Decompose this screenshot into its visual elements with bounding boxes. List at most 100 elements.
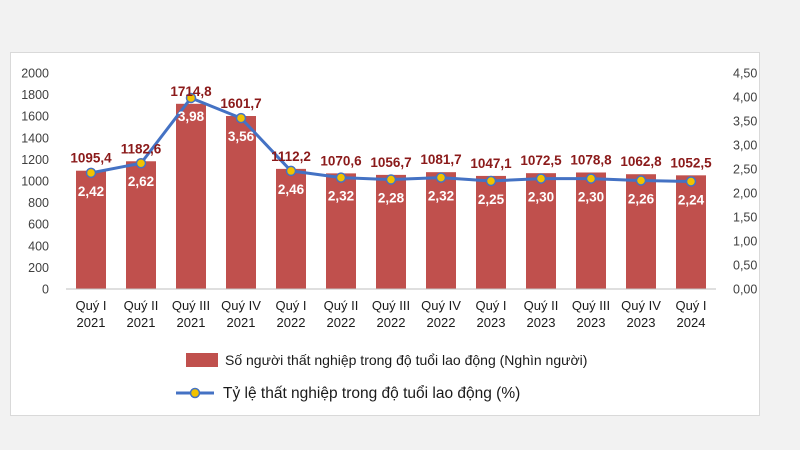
x-tick-label-quarter: Quý IV [421,298,461,313]
bar [126,161,156,289]
line-value-label: 2,32 [428,189,454,204]
right-tick-label: 2,50 [733,163,757,177]
chart-svg: 0 200 400 600 800 1000 1200 1400 1600 1800 2000 0,… [21,67,757,403]
bar-value-label: 1182,6 [121,141,162,156]
line-point [535,173,547,184]
bar [576,172,606,289]
x-tick-label-year: 2023 [627,315,656,330]
bar [526,173,556,289]
line-point [685,176,697,187]
bar [376,174,406,289]
left-tick-label: 1200 [21,153,49,167]
x-tick-label-year: 2023 [577,315,606,330]
bar [276,168,306,289]
line-point [135,157,147,169]
bar-value-label: 1056,7 [370,155,411,170]
left-tick-label: 800 [28,196,49,210]
right-tick-label: 0,50 [733,259,757,273]
left-axis: 0 200 400 600 800 1000 1200 1400 1600 1800 2000 [21,67,49,297]
line-value-label: 2,62 [128,174,154,189]
legend-bar-label: Số người thất nghiệp trong độ tuổi lao đ… [225,352,587,368]
line-series [85,92,697,187]
legend: Số người thất nghiệp trong độ tuổi lao đ… [176,352,587,402]
bar [426,172,456,289]
x-tick-label-quarter: Quý III [372,298,410,313]
x-tick-label-quarter: Quý I [75,298,106,313]
bar-value-label: 1714,8 [170,84,212,99]
line-value-label: 2,28 [378,191,405,206]
right-tick-label: 4,00 [733,91,757,105]
x-tick-label-quarter: Quý I [275,298,306,313]
x-tick-label-year: 2021 [127,315,156,330]
line-point [485,175,497,187]
line-point [585,173,597,184]
bar-value-label: 1601,7 [220,96,261,111]
bar-value-label: 1081,7 [420,152,461,167]
left-tick-label: 2000 [21,67,49,81]
left-tick-label: 1800 [21,88,49,102]
line-point [635,175,647,186]
right-tick-label: 0,00 [733,283,757,297]
x-tick-label-quarter: Quý IV [621,298,661,313]
x-tick-label-year: 2023 [527,315,556,330]
bar [76,170,106,289]
right-tick-label: 3,50 [733,115,757,129]
line-point [85,167,97,179]
bar-value-label: 1078,8 [570,152,612,167]
bar-value-label: 1052,5 [670,155,712,170]
line-value-label: 3,98 [178,109,205,124]
line-point [285,165,297,177]
legend-bar-swatch [186,353,218,367]
line-point [435,172,447,183]
line-value-label: 2,26 [628,192,655,207]
legend-line-label: Tỷ lệ thất nghiệp trong độ tuổi lao động… [223,385,520,402]
left-tick-label: 600 [28,218,49,232]
line-data-labels: 2,42 2,62 3,98 3,56 2,46 2,32 2,28 2,32 2,25 2,30… [78,109,705,208]
left-tick-label: 400 [28,239,49,253]
left-tick-label: 1600 [21,110,49,124]
right-axis: 0,00 0,50 1,00 1,50 2,00 2,50 3,00 3,50 4,00 4,50 [733,67,757,297]
line-value-label: 2,32 [328,189,354,204]
legend-line-marker [189,387,201,399]
left-tick-label: 1000 [21,175,49,189]
chart-panel: 0 200 400 600 800 1000 1200 1400 1600 1800 2000 0,… [10,52,760,416]
x-tick-label-quarter: Quý III [572,298,610,313]
right-tick-label: 4,50 [733,67,757,81]
x-tick-label-year: 2024 [677,315,706,330]
right-tick-label: 2,00 [733,187,757,201]
left-tick-label: 1400 [21,131,49,145]
bar-value-label: 1095,4 [70,151,112,166]
x-tick-label-year: 2022 [377,315,406,330]
x-tick-label-quarter: Quý II [524,298,559,313]
bar [326,173,356,289]
x-tick-label-year: 2023 [477,315,506,330]
x-tick-label-year: 2021 [227,315,256,330]
line-point [385,174,397,185]
bar-value-label: 1047,1 [470,156,512,171]
line-value-label: 2,42 [78,184,104,199]
x-tick-label-quarter: Quý I [675,298,706,313]
bar-value-label: 1070,6 [320,153,362,168]
line-value-label: 2,30 [528,190,554,205]
bar-value-label: 1112,2 [271,149,311,164]
x-axis-categories: Quý I 2021 Quý II 2021 Quý III 2021 Quý IV 2021… [75,298,706,330]
x-tick-label-year: 2021 [77,315,106,330]
bar [226,116,256,289]
x-tick-label-year: 2022 [277,315,306,330]
bar [176,103,206,289]
x-tick-label-year: 2021 [177,315,206,330]
right-tick-label: 1,50 [733,211,757,225]
right-tick-label: 1,00 [733,235,757,249]
x-tick-label-quarter: Quý I [475,298,506,313]
bar [476,175,506,289]
line-value-label: 3,56 [228,129,255,144]
x-tick-label-quarter: Quý II [124,298,159,313]
bar [676,175,706,289]
bar-series [76,103,706,289]
line-point [235,112,247,124]
line-point [185,92,197,104]
x-tick-label-quarter: Quý II [324,298,359,313]
line-point [335,172,347,183]
left-tick-label: 0 [42,283,49,297]
bar-data-labels: 1095,4 1182,6 1714,8 1601,7 1112,2 1070,6 1056… [70,84,712,171]
